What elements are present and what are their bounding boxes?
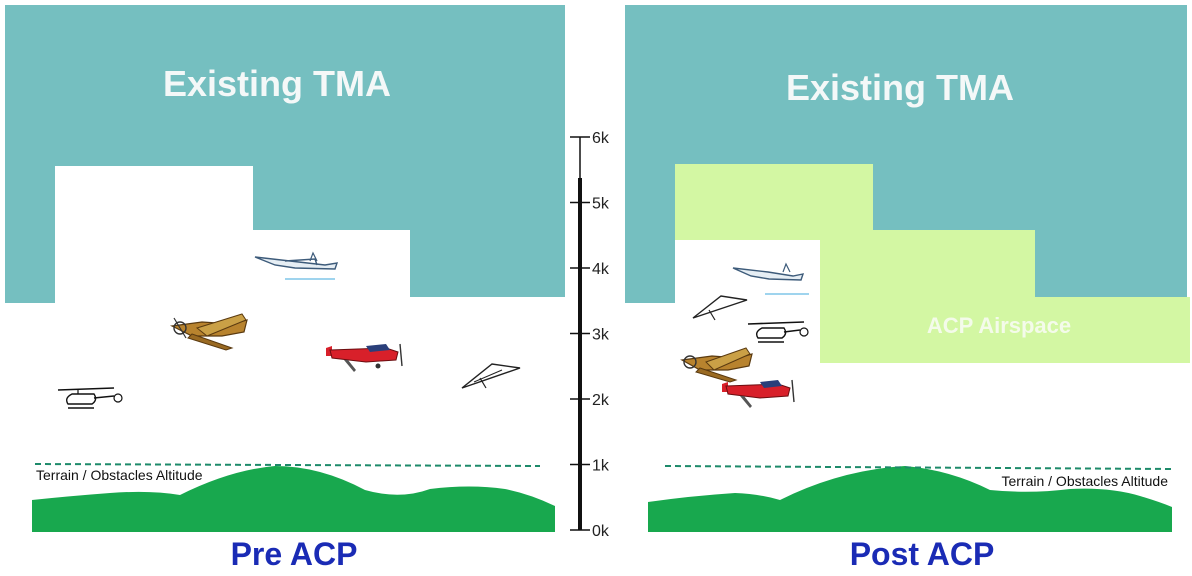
altitude-tick-label: 3k xyxy=(592,327,610,344)
terrain-right xyxy=(648,466,1172,532)
altitude-tick-label: 0k xyxy=(592,523,610,540)
glider-icon xyxy=(254,251,339,280)
helicopter-icon xyxy=(57,387,123,409)
acp-airspace-label: ACP Airspace xyxy=(927,313,1071,338)
altitude-tick-label: 2k xyxy=(592,392,610,409)
post-acp-caption: Post ACP xyxy=(850,536,995,572)
hang-glider-icon xyxy=(461,363,521,389)
cessna-icon xyxy=(326,343,403,372)
terrain-label: Terrain / Obstacles Altitude xyxy=(36,467,203,483)
warbird-icon-right xyxy=(680,347,753,383)
cessna-icon-right xyxy=(722,379,795,408)
pre-acp-caption: Pre ACP xyxy=(231,536,358,572)
terrain xyxy=(32,466,555,532)
glider-icon-right xyxy=(732,262,809,295)
pre-acp-panel: Existing TMA Terrain / Obstacles Altitud… xyxy=(5,5,565,572)
terrain-altitude-line-right xyxy=(664,465,1173,470)
helicopter-icon-right xyxy=(747,321,809,343)
uncontrolled-airspace xyxy=(625,240,1190,540)
terrain-label-right: Terrain / Obstacles Altitude xyxy=(1001,473,1168,489)
existing-tma-area xyxy=(5,5,565,303)
altitude-scale: 6k 5k 4k 3k 2k 1k 0k xyxy=(570,130,610,540)
tma-label-right: Existing TMA xyxy=(786,67,1014,108)
altitude-tick-label: 6k xyxy=(592,130,610,147)
hang-glider-icon-right xyxy=(692,295,748,321)
altitude-tick-label: 4k xyxy=(592,261,610,278)
altitude-tick-label: 1k xyxy=(592,458,610,475)
altitude-tick-label: 5k xyxy=(592,196,610,213)
post-acp-panel: Existing TMA ACP Airspace Terrain / Obst… xyxy=(625,5,1190,572)
warbird-icon xyxy=(169,313,248,351)
acp-airspace-area xyxy=(675,164,1190,363)
terrain-altitude-line xyxy=(34,463,541,467)
tma-label: Existing TMA xyxy=(163,63,391,104)
